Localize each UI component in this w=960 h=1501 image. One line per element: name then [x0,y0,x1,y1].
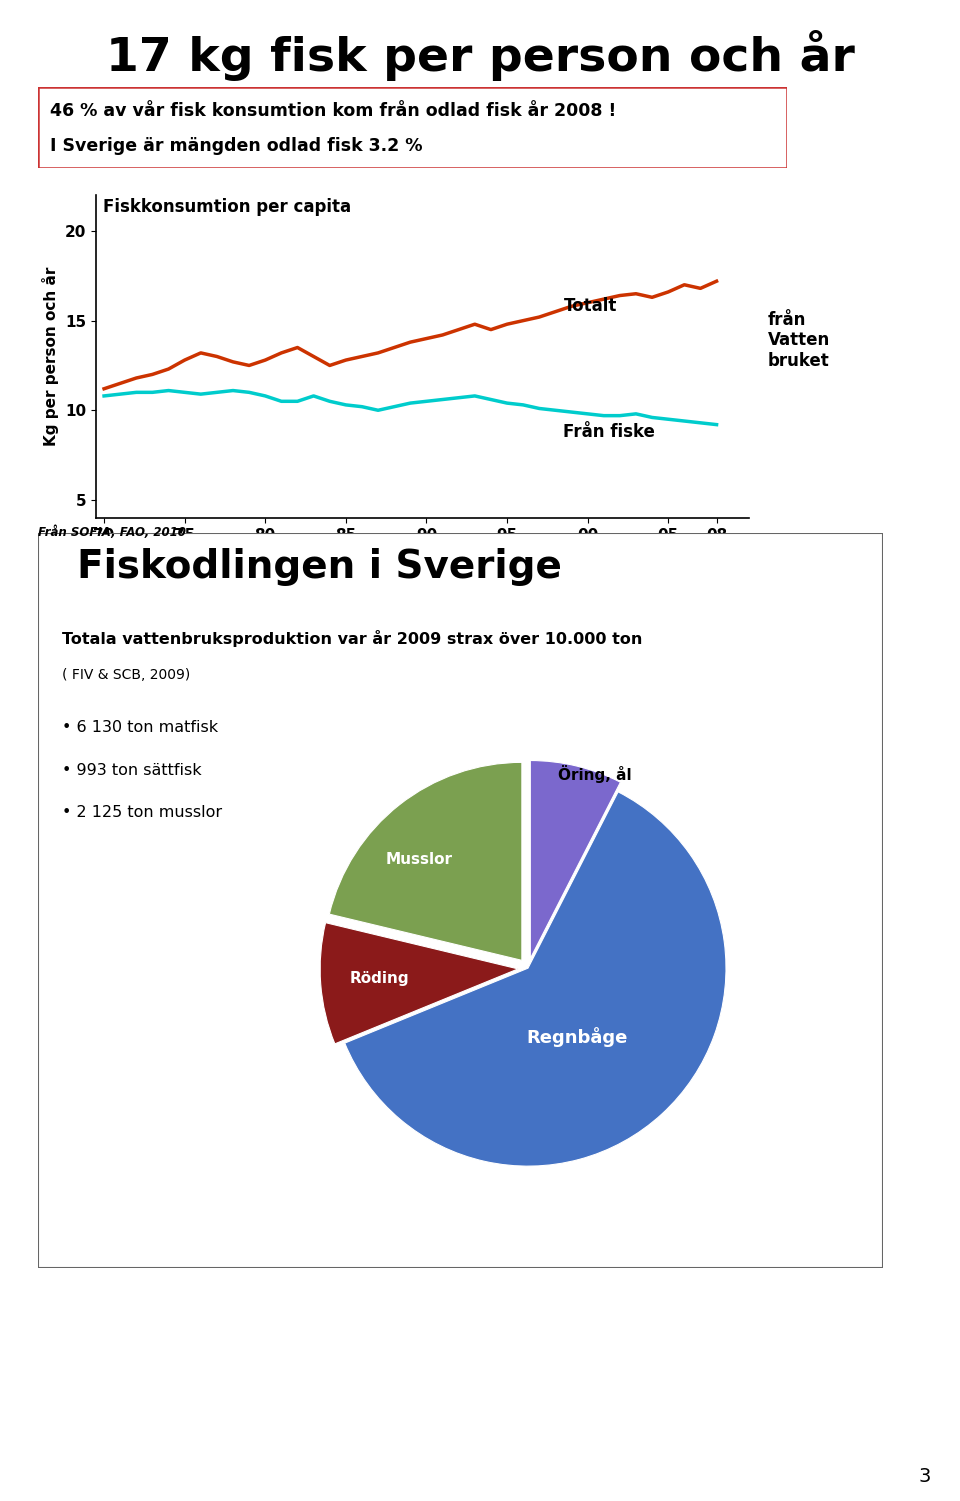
Text: Musslor: Musslor [386,851,452,866]
Wedge shape [530,761,620,959]
Text: Totalt: Totalt [564,297,617,315]
Text: 46 % av vår fisk konsumtion kom från odlad fisk år 2008 !: 46 % av vår fisk konsumtion kom från odl… [50,102,616,120]
Text: • 6 130 ton matfisk: • 6 130 ton matfisk [62,720,219,735]
Y-axis label: Kg per person och år: Kg per person och år [42,267,60,446]
Text: Öring, ål: Öring, ål [558,766,632,784]
Text: • 2 125 ton musslor: • 2 125 ton musslor [62,805,223,820]
Wedge shape [320,923,518,1043]
Text: Från fiske: Från fiske [564,423,656,441]
Text: Från SOFIA, FAO, 2010: Från SOFIA, FAO, 2010 [38,525,186,539]
Text: Röding: Röding [349,971,409,986]
Wedge shape [329,763,522,961]
Text: Regnbåge: Regnbåge [527,1028,628,1048]
Text: ( FIV & SCB, 2009): ( FIV & SCB, 2009) [62,668,191,681]
Wedge shape [345,793,726,1166]
Text: 3: 3 [919,1466,931,1486]
Text: • 993 ton sättfisk: • 993 ton sättfisk [62,763,202,778]
Text: 17 kg fisk per person och år: 17 kg fisk per person och år [106,30,854,81]
FancyBboxPatch shape [38,87,787,168]
X-axis label: årtal: årtal [402,548,443,563]
Text: Fiskodlingen i Sverige: Fiskodlingen i Sverige [77,548,562,585]
FancyBboxPatch shape [38,533,883,1268]
Text: från
Vatten
bruket: från Vatten bruket [768,311,830,371]
Text: I Sverige är mängden odlad fisk 3.2 %: I Sverige är mängden odlad fisk 3.2 % [50,137,422,155]
Text: Totala vattenbruksproduktion var år 2009 strax över 10.000 ton: Totala vattenbruksproduktion var år 2009… [62,630,643,647]
Text: Fiskkonsumtion per capita: Fiskkonsumtion per capita [103,198,350,216]
